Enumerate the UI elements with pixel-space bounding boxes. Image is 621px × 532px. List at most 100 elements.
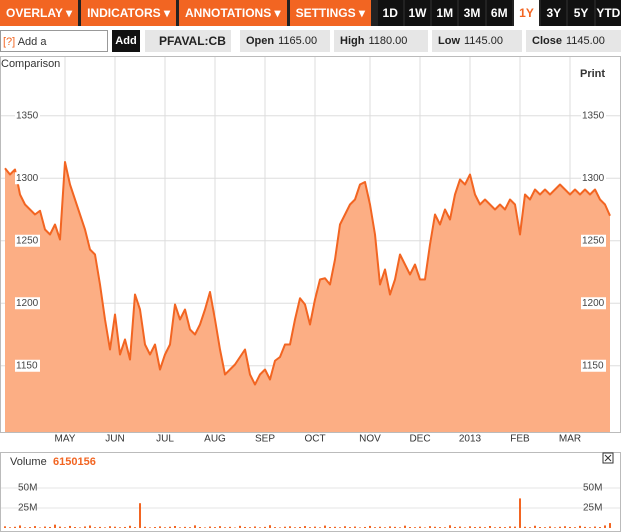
range-button[interactable]: 6M: [486, 0, 512, 26]
volume-bar: [174, 526, 176, 528]
volume-bar: [494, 527, 496, 528]
range-button[interactable]: 1Y: [513, 0, 540, 26]
volume-bar: [224, 527, 226, 528]
range-button[interactable]: 3M: [459, 0, 485, 26]
y-tick-label: 25M: [18, 503, 37, 514]
volume-bar: [114, 526, 116, 528]
volume-bar: [384, 527, 386, 528]
volume-bar: [534, 525, 536, 528]
tick-label-bg: [581, 109, 606, 122]
tick-label-bg: [15, 297, 40, 310]
volume-bar: [474, 527, 476, 528]
volume-bar: [149, 527, 151, 528]
volume-bar: [394, 526, 396, 528]
volume-bar: [194, 525, 196, 528]
volume-bar: [189, 527, 191, 528]
volume-bar: [84, 526, 86, 528]
volume-bar: [549, 526, 551, 528]
volume-bar: [99, 526, 101, 528]
volume-bar: [519, 498, 521, 528]
volume-bar: [259, 527, 261, 528]
volume-bar: [154, 527, 156, 528]
range-button[interactable]: 3Y: [541, 0, 567, 26]
range-button[interactable]: 1W: [404, 0, 431, 26]
volume-bar: [499, 526, 501, 528]
volume-bar: [364, 526, 366, 528]
x-tick-label: MAR: [559, 434, 581, 445]
volume-bar: [129, 525, 131, 528]
volume-bar: [399, 527, 401, 528]
tick-label-bg: [581, 172, 606, 185]
volume-bar: [444, 527, 446, 528]
volume-bar: [369, 525, 371, 528]
volume-bar: [574, 527, 576, 528]
volume-bar: [414, 527, 416, 528]
tick-label-bg: [581, 297, 606, 310]
volume-bar: [24, 527, 26, 528]
volume-bar: [104, 527, 106, 528]
range-button[interactable]: 1M: [432, 0, 458, 26]
volume-bar: [609, 523, 611, 528]
volume-bar: [179, 527, 181, 528]
volume-bar: [354, 526, 356, 528]
comparison-input[interactable]: [?] Add a Comparison: [0, 30, 108, 70]
x-tick-label: NOV: [359, 434, 381, 445]
tick-label-bg: [15, 234, 40, 247]
high: High 1180.00: [334, 30, 428, 52]
y-tick-label: 1200: [16, 298, 39, 309]
menu-button[interactable]: ANNOTATIONS: [178, 0, 287, 26]
menu-button[interactable]: INDICATORS: [81, 0, 176, 26]
volume-bar: [184, 526, 186, 528]
volume-bar: [294, 527, 296, 528]
volume-bar: [69, 525, 71, 528]
volume-bar: [529, 527, 531, 528]
menu-button[interactable]: SETTINGS: [289, 0, 371, 26]
volume-bar: [54, 524, 56, 528]
volume-bar: [544, 527, 546, 528]
volume-bar: [484, 527, 486, 528]
volume-bar: [339, 527, 341, 528]
volume-bar: [209, 526, 211, 528]
volume-bar: [309, 527, 311, 528]
print-button[interactable]: Print: [580, 68, 605, 80]
y-tick-label: 50M: [18, 483, 37, 494]
volume-bar: [524, 526, 526, 528]
volume-bar: [229, 526, 231, 528]
volume-bar: [389, 526, 391, 528]
volume-panel: [0, 452, 621, 532]
volume-bar: [64, 527, 66, 528]
close-label: Close: [532, 35, 562, 47]
range-button[interactable]: YTD: [595, 0, 621, 26]
volume-bar: [169, 526, 171, 528]
range-button[interactable]: 5Y: [568, 0, 594, 26]
range-button[interactable]: 1D: [377, 0, 403, 26]
toolbar: OVERLAYINDICATORSANNOTATIONSSETTINGS1D1W…: [0, 0, 621, 26]
y-tick-label: 1150: [582, 360, 604, 371]
add-button[interactable]: Add: [112, 30, 140, 52]
volume-bar: [349, 527, 351, 528]
volume-bar: [244, 526, 246, 528]
volume-bar: [159, 526, 161, 528]
volume-bar: [274, 527, 276, 528]
price-line: [4, 161, 611, 386]
y-tick-label: 1250: [582, 235, 605, 246]
volume-bar: [359, 527, 361, 528]
volume-value: 6150156: [53, 456, 96, 468]
menu-button[interactable]: OVERLAY: [0, 0, 79, 26]
volume-bar: [239, 525, 241, 528]
x-tick-label: JUL: [156, 434, 174, 445]
volume-bar: [419, 526, 421, 528]
y-tick-label: 50M: [583, 483, 602, 494]
low-value: 1145.00: [464, 35, 503, 47]
volume-bar: [19, 525, 21, 528]
volume-bar: [594, 526, 596, 528]
volume-bar: [429, 526, 431, 528]
volume-bar: [329, 527, 331, 528]
volume-bar: [34, 526, 36, 528]
volume-bar: [304, 526, 306, 528]
volume-bar: [344, 526, 346, 528]
volume-bar: [559, 526, 561, 528]
x-tick-label: 2013: [459, 434, 482, 445]
volume-bar: [324, 525, 326, 528]
help-icon[interactable]: [?]: [3, 36, 16, 48]
